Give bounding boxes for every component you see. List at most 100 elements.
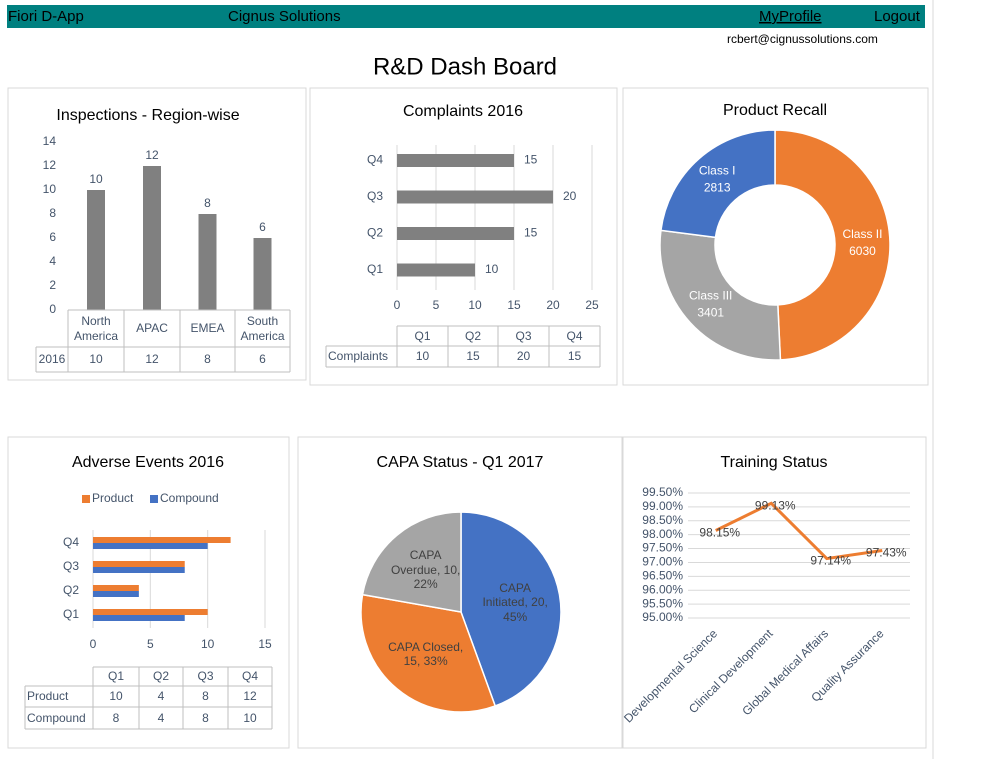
chart-title: Training Status — [720, 454, 827, 471]
slice-label: Class III — [689, 289, 732, 303]
y-tick-label: Q2 — [367, 226, 383, 240]
table-header: Q1 — [414, 328, 431, 343]
table-value: 6 — [259, 352, 266, 367]
slice-label: CAPA Initiated, 20, 45% — [482, 580, 548, 624]
x-tick-label: 10 — [468, 298, 482, 312]
logout-link[interactable]: Logout — [874, 8, 921, 25]
y-tick-label: 97.50% — [642, 541, 683, 555]
x-tick-label: Developmental Science — [621, 626, 720, 725]
y-tick-label: 6 — [49, 230, 56, 244]
slice-value: 6030 — [849, 244, 876, 258]
dashboard-title: R&D Dash Board — [373, 53, 557, 80]
y-tick-label: 2 — [49, 278, 56, 292]
panel — [297, 436, 623, 749]
data-label: 10 — [485, 262, 499, 276]
bar — [93, 591, 139, 597]
table-value: 10 — [415, 349, 430, 364]
x-tick-label: 10 — [201, 637, 215, 651]
y-tick-label: Q4 — [367, 153, 383, 167]
y-tick-label: Q3 — [63, 559, 79, 573]
slice-value: 3401 — [697, 306, 724, 320]
data-label: 15 — [524, 226, 538, 240]
y-tick-label: 95.00% — [642, 610, 683, 624]
x-tick-label: EMEA — [190, 321, 225, 336]
y-tick-label: 99.00% — [642, 499, 683, 513]
data-label: 12 — [145, 148, 159, 162]
donut-slice — [659, 229, 782, 361]
table-value: 10 — [89, 352, 103, 367]
table-header: Q4 — [241, 669, 258, 684]
bar — [87, 190, 105, 310]
table-value: 4 — [157, 710, 165, 725]
table-value: 10 — [109, 689, 123, 704]
chart-title: Product Recall — [723, 102, 827, 119]
bar — [93, 585, 139, 591]
pie-slice — [460, 511, 562, 707]
x-tick-label: 0 — [90, 637, 97, 651]
table-header: Q3 — [197, 669, 214, 684]
data-label: 6 — [259, 220, 266, 234]
slice-value: 2813 — [704, 180, 731, 194]
slice-label: CAPA Closed, 15, 33% — [388, 639, 464, 669]
y-tick-label: 99.50% — [642, 485, 683, 499]
chart-title: Complaints 2016 — [403, 103, 523, 120]
table-row-label: Compound — [27, 710, 86, 725]
y-tick-label: 0 — [49, 302, 56, 316]
bar — [93, 543, 208, 549]
data-label: 10 — [89, 172, 103, 186]
x-tick-label: 15 — [258, 637, 272, 651]
x-tick-label: 5 — [433, 298, 440, 312]
slice-label: Class II — [842, 227, 882, 241]
slice-label: Class I — [699, 163, 736, 177]
table-value: 8 — [202, 710, 209, 725]
data-label: 98.15% — [699, 526, 740, 540]
pie-slice — [361, 511, 462, 613]
bar — [198, 214, 217, 310]
legend-label: Product — [92, 491, 134, 505]
table-row-label: 2016 — [38, 352, 66, 367]
x-tick-label: 15 — [507, 298, 521, 312]
y-tick-label: 97.00% — [642, 555, 683, 569]
y-tick-label: 12 — [43, 158, 57, 172]
y-tick-label: Q4 — [63, 535, 79, 549]
donut-slice — [660, 129, 776, 239]
chart-title: Inspections - Region-wise — [56, 107, 239, 124]
data-label: 99.13% — [755, 498, 796, 512]
chart-title: CAPA Status - Q1 2017 — [377, 454, 544, 471]
profile-link[interactable]: MyProfile — [759, 8, 822, 25]
bar — [93, 537, 231, 543]
line — [715, 501, 883, 561]
table-row-label: Complaints — [328, 349, 389, 364]
table-value: 10 — [243, 710, 257, 725]
panel — [7, 87, 307, 381]
table-header: Q2 — [464, 328, 481, 343]
company-name: Cignus Solutions — [228, 8, 341, 25]
pie-slice — [360, 593, 497, 713]
header-bar — [7, 5, 925, 28]
panel — [622, 87, 929, 386]
bar — [253, 238, 272, 310]
panel — [7, 436, 290, 749]
panel — [309, 87, 618, 386]
y-tick-label: Q1 — [63, 607, 79, 621]
table-value: 8 — [202, 689, 209, 704]
y-tick-label: 98.50% — [642, 513, 683, 527]
donut-slice — [774, 129, 891, 361]
panel — [622, 436, 927, 749]
bar — [93, 609, 208, 615]
bar — [143, 166, 161, 310]
bar — [93, 561, 185, 567]
data-label: 97.14% — [810, 554, 851, 568]
bar — [397, 154, 514, 167]
y-tick-label: Q2 — [63, 583, 79, 597]
x-tick-label: South America — [240, 314, 285, 343]
x-tick-label: 25 — [585, 298, 599, 312]
table-value: 12 — [145, 352, 159, 367]
user-email: rcbert@cignussolutions.com — [727, 32, 878, 46]
x-tick-label: North America — [73, 314, 118, 343]
y-tick-label: 95.50% — [642, 596, 683, 610]
y-tick-label: 96.00% — [642, 582, 683, 596]
y-tick-label: Q3 — [367, 189, 383, 203]
app-name[interactable]: Fiori D-App — [8, 8, 84, 25]
